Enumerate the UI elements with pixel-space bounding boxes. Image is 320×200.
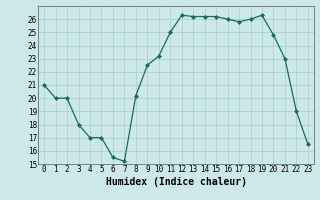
X-axis label: Humidex (Indice chaleur): Humidex (Indice chaleur)	[106, 177, 246, 187]
